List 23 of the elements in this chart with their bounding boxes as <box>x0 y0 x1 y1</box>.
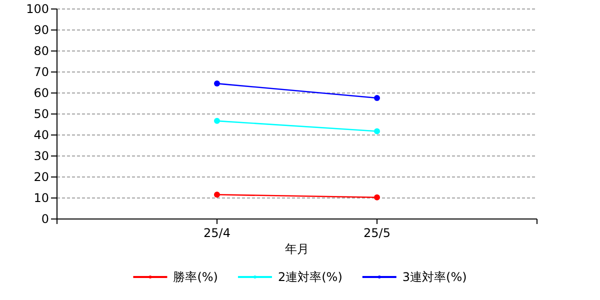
point <box>214 192 220 198</box>
point <box>214 80 220 87</box>
y-tick-label: 80 <box>34 44 49 58</box>
point <box>374 128 380 134</box>
y-tick-label: 90 <box>34 23 49 37</box>
x-tick-label: 25/4 <box>204 226 230 240</box>
y-tick-label: 100 <box>26 2 49 16</box>
x-tick-label: 25/5 <box>364 226 390 240</box>
y-tick-label: 30 <box>34 149 49 163</box>
y-tick-label: 50 <box>34 107 49 121</box>
point <box>374 194 380 200</box>
point <box>214 118 220 124</box>
y-tick-label: 70 <box>34 65 49 79</box>
legend-label: 勝率(%) <box>173 270 218 284</box>
y-tick-label: 10 <box>34 191 49 205</box>
legend-label: 2連対率(%) <box>278 270 342 284</box>
y-tick-label: 0 <box>41 212 49 226</box>
y-tick-label: 20 <box>34 170 49 184</box>
point <box>374 95 380 102</box>
y-tick-label: 40 <box>34 128 49 142</box>
legend-label: 3連対率(%) <box>402 270 467 284</box>
y-tick-label: 60 <box>34 86 49 100</box>
x-axis-title: 年月 <box>285 242 309 256</box>
